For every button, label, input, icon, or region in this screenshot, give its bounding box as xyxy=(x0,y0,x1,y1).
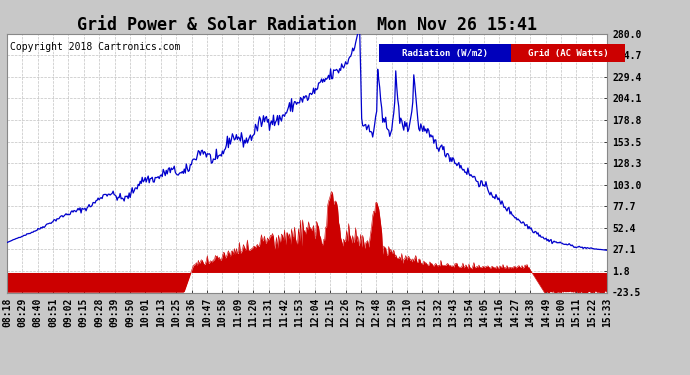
FancyBboxPatch shape xyxy=(511,44,625,62)
FancyBboxPatch shape xyxy=(379,44,511,62)
Text: Grid (AC Watts): Grid (AC Watts) xyxy=(528,49,609,58)
Title: Grid Power & Solar Radiation  Mon Nov 26 15:41: Grid Power & Solar Radiation Mon Nov 26 … xyxy=(77,16,537,34)
Text: Copyright 2018 Cartronics.com: Copyright 2018 Cartronics.com xyxy=(10,42,180,51)
Text: Radiation (W/m2): Radiation (W/m2) xyxy=(402,49,488,58)
